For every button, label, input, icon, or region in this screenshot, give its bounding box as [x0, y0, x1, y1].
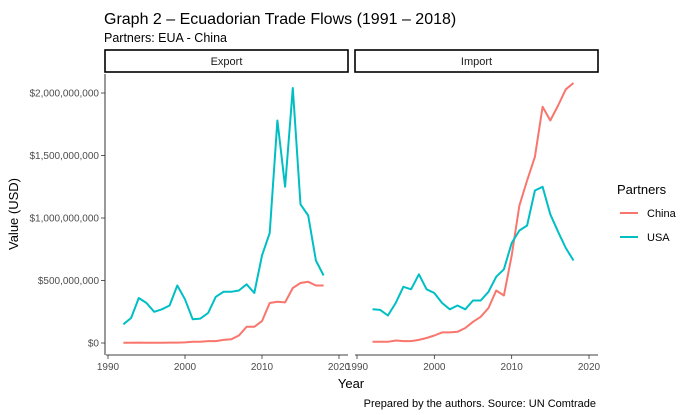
series-line-usa [372, 185, 575, 317]
x-tick-label: 2020 [578, 362, 601, 373]
x-tick-label: 2010 [501, 362, 524, 373]
x-tick-label: 1990 [346, 362, 369, 373]
lines-import [372, 82, 575, 343]
chart-title: Graph 2 – Ecuadorian Trade Flows (1991 –… [104, 11, 456, 28]
y-tick-label: $500,000,000 [38, 276, 100, 287]
lines-export [122, 87, 325, 344]
x-tick-label: 2010 [251, 362, 274, 373]
strip-import [354, 49, 599, 73]
y-tick-label: $2,000,000,000 [29, 89, 99, 100]
x-ticks-import: 1990 2000 2010 2020 [346, 355, 601, 373]
y-tick-label: $1,000,000,000 [29, 214, 99, 225]
strip-export [104, 49, 349, 73]
series-line-usa [122, 87, 325, 326]
series-line-china [372, 82, 575, 343]
y-ticks: $0 $500,000,000 $1,000,000,000 $1,500,000,0… [29, 89, 105, 350]
y-axis-title: Value (USD) [6, 178, 21, 250]
legend-label-usa: USA [647, 232, 670, 244]
chart-caption: Prepared by the authors. Source: UN Comt… [364, 398, 596, 410]
x-tick-label: 1990 [97, 362, 120, 373]
y-tick-label: $1,500,000,000 [29, 151, 99, 162]
strip-label-import: Import [461, 56, 492, 68]
x-tick-label: 2020 [328, 362, 351, 373]
legend-title: Partners [617, 182, 667, 197]
series-line-china [123, 280, 324, 344]
x-tick-label: 2000 [174, 362, 197, 373]
chart-subtitle: Partners: EUA - China [104, 31, 227, 45]
x-tick-label: 2000 [423, 362, 446, 373]
x-ticks-export: 1990 2000 2010 2020 [97, 355, 351, 373]
y-tick-label: $0 [88, 339, 100, 350]
x-axis-title: Year [338, 376, 365, 391]
strip-label-export: Export [211, 56, 243, 68]
legend-label-china: China [647, 208, 677, 220]
legend: China USA [620, 208, 677, 244]
